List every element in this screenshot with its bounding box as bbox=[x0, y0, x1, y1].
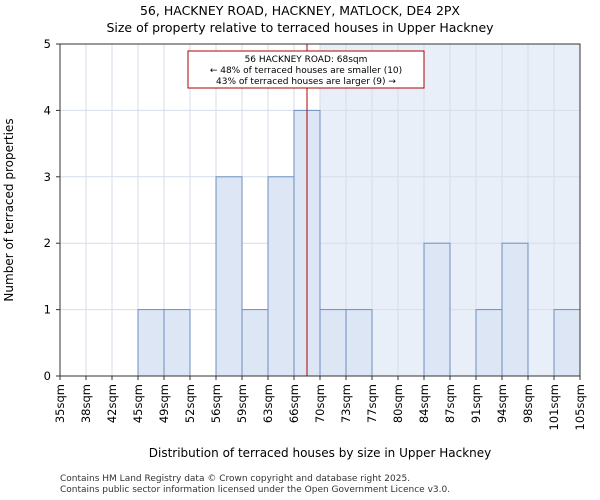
x-tick-label: 94sqm bbox=[495, 384, 509, 423]
bars bbox=[137, 109, 581, 377]
footer-licence: Contains public sector information licen… bbox=[60, 485, 451, 495]
x-tick-label: 59sqm bbox=[235, 384, 249, 423]
x-tick-label: 77sqm bbox=[365, 384, 379, 423]
y-tick-label: 0 bbox=[44, 369, 51, 383]
bar bbox=[501, 242, 529, 377]
bar bbox=[163, 309, 191, 377]
annotation-box: 56 HACKNEY ROAD: 68sqm ← 48% of terraced… bbox=[187, 50, 425, 89]
bar bbox=[267, 176, 295, 377]
x-tick-label: 49sqm bbox=[157, 384, 171, 423]
bar bbox=[423, 242, 451, 377]
footer-copyright: Contains HM Land Registry data © Crown c… bbox=[60, 474, 411, 484]
bar bbox=[319, 309, 347, 377]
annotation-line3: 43% of terraced houses are larger (9) → bbox=[216, 77, 396, 87]
x-tick-label: 73sqm bbox=[339, 384, 353, 423]
x-tick-label: 101sqm bbox=[547, 384, 561, 430]
annotation-line2: ← 48% of terraced houses are smaller (10… bbox=[210, 66, 402, 76]
bar bbox=[553, 309, 581, 377]
y-axis-label: Number of terraced properties bbox=[2, 118, 16, 301]
x-tick-label: 70sqm bbox=[313, 384, 327, 423]
annotation-line1: 56 HACKNEY ROAD: 68sqm bbox=[245, 55, 368, 65]
y-tick-label: 3 bbox=[44, 170, 51, 184]
x-tick-label: 91sqm bbox=[469, 384, 483, 423]
y-tick-label: 4 bbox=[44, 103, 51, 117]
bar bbox=[241, 309, 269, 377]
x-axis-label: Distribution of terraced houses by size … bbox=[149, 446, 492, 460]
annotation-frame bbox=[187, 50, 425, 89]
y-tick-label: 1 bbox=[44, 303, 51, 317]
x-axis-ticks: 35sqm 38sqm 42sqm 45sqm 49sqm 52sqm 56sqm 59sqm… bbox=[53, 376, 587, 430]
bar bbox=[345, 309, 373, 377]
x-tick-label: 66sqm bbox=[287, 384, 301, 423]
x-tick-label: 105sqm bbox=[573, 384, 587, 430]
x-tick-label: 52sqm bbox=[183, 384, 197, 423]
x-tick-label: 38sqm bbox=[79, 384, 93, 423]
y-tick-label: 5 bbox=[44, 37, 51, 51]
x-tick-label: 45sqm bbox=[131, 384, 145, 423]
x-tick-label: 63sqm bbox=[261, 384, 275, 423]
x-tick-label: 84sqm bbox=[417, 384, 431, 423]
x-tick-label: 56sqm bbox=[209, 384, 223, 423]
y-tick-label: 2 bbox=[44, 236, 51, 250]
x-tick-label: 35sqm bbox=[53, 384, 67, 423]
bar bbox=[137, 309, 165, 377]
chart-title-line1: 56, HACKNEY ROAD, HACKNEY, MATLOCK, DE4 … bbox=[140, 3, 460, 18]
y-axis-ticks: 0 1 2 3 4 5 bbox=[44, 37, 60, 383]
bar bbox=[215, 176, 243, 377]
x-tick-label: 42sqm bbox=[105, 384, 119, 423]
x-tick-label: 98sqm bbox=[521, 384, 535, 423]
chart-title-line2: Size of property relative to terraced ho… bbox=[106, 20, 494, 35]
x-tick-label: 87sqm bbox=[443, 384, 457, 423]
bar bbox=[475, 309, 503, 377]
x-tick-label: 80sqm bbox=[391, 384, 405, 423]
